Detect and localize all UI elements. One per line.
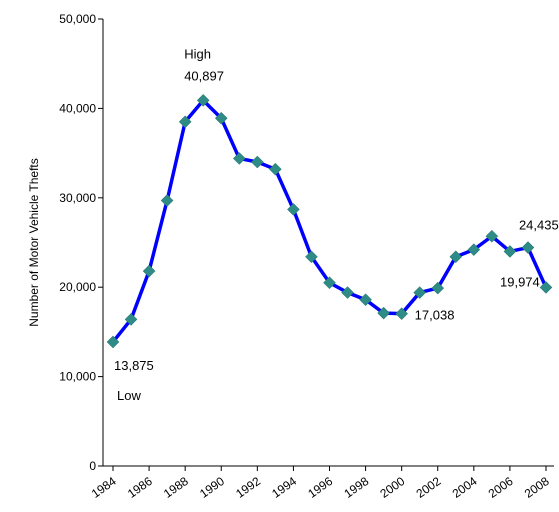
data-point-marker (467, 243, 481, 257)
data-point-marker (395, 307, 409, 321)
data-point-marker (142, 264, 156, 278)
data-point-marker (305, 250, 318, 264)
data-point-marker (214, 111, 228, 125)
data-point-marker (269, 162, 282, 176)
data-point-marker (250, 155, 264, 169)
data-point-marker (413, 286, 427, 299)
data-point-marker (377, 306, 390, 320)
y-tick-label: 0 (89, 459, 96, 473)
x-tick-label: 2008 (522, 474, 552, 501)
x-tick-label: 1996 (305, 474, 335, 501)
annotation-label: 13,875 (114, 358, 154, 373)
data-point-marker (521, 241, 535, 254)
data-point-marker (359, 293, 372, 307)
data-point-marker (124, 313, 138, 326)
data-point-marker (503, 245, 517, 258)
x-tick-label: 1988 (161, 474, 191, 501)
x-tick-label: 2002 (414, 474, 444, 501)
data-point-marker (539, 281, 553, 294)
y-axis-title: Number of Motor Vehicle Thefts (27, 158, 41, 327)
x-tick-label: 1986 (125, 474, 155, 501)
data-point-marker (449, 250, 463, 264)
x-tick-label: 2006 (486, 474, 516, 501)
annotation-label: 19,974 (500, 274, 540, 289)
x-tick-label: 2004 (450, 474, 480, 501)
axes-group (102, 19, 554, 467)
data-point-marker (485, 229, 499, 243)
annotation-label: High (184, 46, 211, 61)
x-ticks-group: 1984 1986 1988 1990 1992 1994 1996 1998 2000 2002… (89, 466, 552, 501)
x-tick-label: 1990 (197, 474, 227, 501)
x-tick-label: 1992 (233, 474, 263, 501)
x-tick-label: 1984 (89, 474, 119, 501)
y-tick-label: 40,000 (59, 101, 96, 115)
y-ticks-group: 0 10,000 20,000 30,000 40,000 50,000 (59, 12, 103, 473)
data-point-marker (341, 286, 354, 299)
series-group (106, 94, 553, 349)
data-point-marker (232, 152, 246, 165)
x-tick-label: 1998 (341, 474, 371, 501)
series-line (111, 98, 548, 344)
y-tick-label: 50,000 (59, 12, 96, 26)
x-tick-label: 1994 (269, 474, 299, 501)
annotation-label: 24,435 (519, 218, 559, 233)
x-tick-label: 2000 (377, 474, 407, 501)
data-point-marker (160, 194, 174, 207)
annotations-group: High 40,897 13,875 Low 17,038 24,435 19,974 (114, 46, 559, 403)
y-tick-label: 20,000 (59, 280, 96, 294)
annotation-label: 40,897 (184, 68, 224, 83)
data-point-marker (287, 203, 300, 216)
data-point-marker (431, 281, 445, 295)
data-point-marker (323, 276, 336, 290)
y-tick-label: 10,000 (59, 370, 96, 384)
annotation-label: 17,038 (415, 308, 455, 323)
data-point-marker (106, 335, 120, 349)
annotation-label: Low (117, 388, 141, 403)
y-tick-label: 30,000 (59, 191, 96, 205)
data-point-marker (178, 115, 192, 129)
data-point-marker (196, 94, 210, 107)
